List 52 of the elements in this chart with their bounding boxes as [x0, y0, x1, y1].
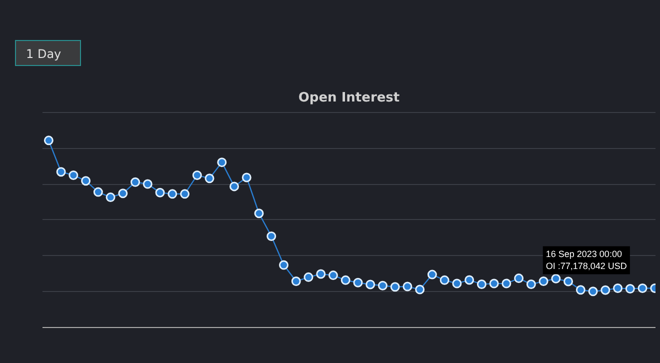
point	[278, 260, 288, 270]
point	[476, 280, 486, 290]
point	[81, 176, 91, 186]
point	[316, 269, 326, 279]
point	[291, 276, 301, 286]
point	[353, 278, 363, 288]
point	[180, 189, 190, 199]
point	[68, 170, 78, 180]
point	[526, 280, 536, 290]
point	[155, 188, 165, 198]
point	[328, 270, 338, 280]
point	[390, 282, 400, 292]
chart-title: Open Interest	[298, 90, 400, 106]
point	[402, 282, 412, 292]
point	[440, 275, 450, 285]
point	[204, 174, 214, 184]
point	[489, 278, 499, 288]
point	[427, 270, 437, 280]
point	[464, 275, 474, 285]
point	[217, 158, 227, 168]
point	[538, 276, 548, 286]
point	[118, 188, 128, 198]
point	[551, 274, 561, 284]
point	[588, 286, 598, 296]
point	[242, 172, 252, 182]
point	[168, 189, 178, 199]
point	[452, 278, 462, 288]
point	[130, 177, 140, 187]
point	[266, 231, 276, 241]
point	[625, 284, 635, 294]
point	[415, 284, 425, 294]
point	[44, 136, 54, 146]
point	[366, 280, 376, 290]
point	[304, 272, 314, 282]
text: 1 Day	[15, 40, 81, 66]
point	[564, 276, 574, 286]
point	[93, 187, 103, 197]
point	[576, 285, 586, 295]
point	[106, 192, 116, 202]
point	[600, 285, 610, 295]
point	[142, 179, 152, 189]
point	[230, 182, 240, 192]
point	[192, 170, 202, 180]
point	[378, 280, 388, 290]
point	[254, 208, 264, 218]
point	[340, 275, 350, 285]
point	[56, 167, 66, 177]
point	[502, 278, 512, 288]
annotation: 16 Sep 2023 00:00 OI :77,178,042 USD	[546, 249, 628, 272]
point	[514, 274, 524, 284]
point	[613, 283, 623, 293]
point	[638, 283, 648, 293]
